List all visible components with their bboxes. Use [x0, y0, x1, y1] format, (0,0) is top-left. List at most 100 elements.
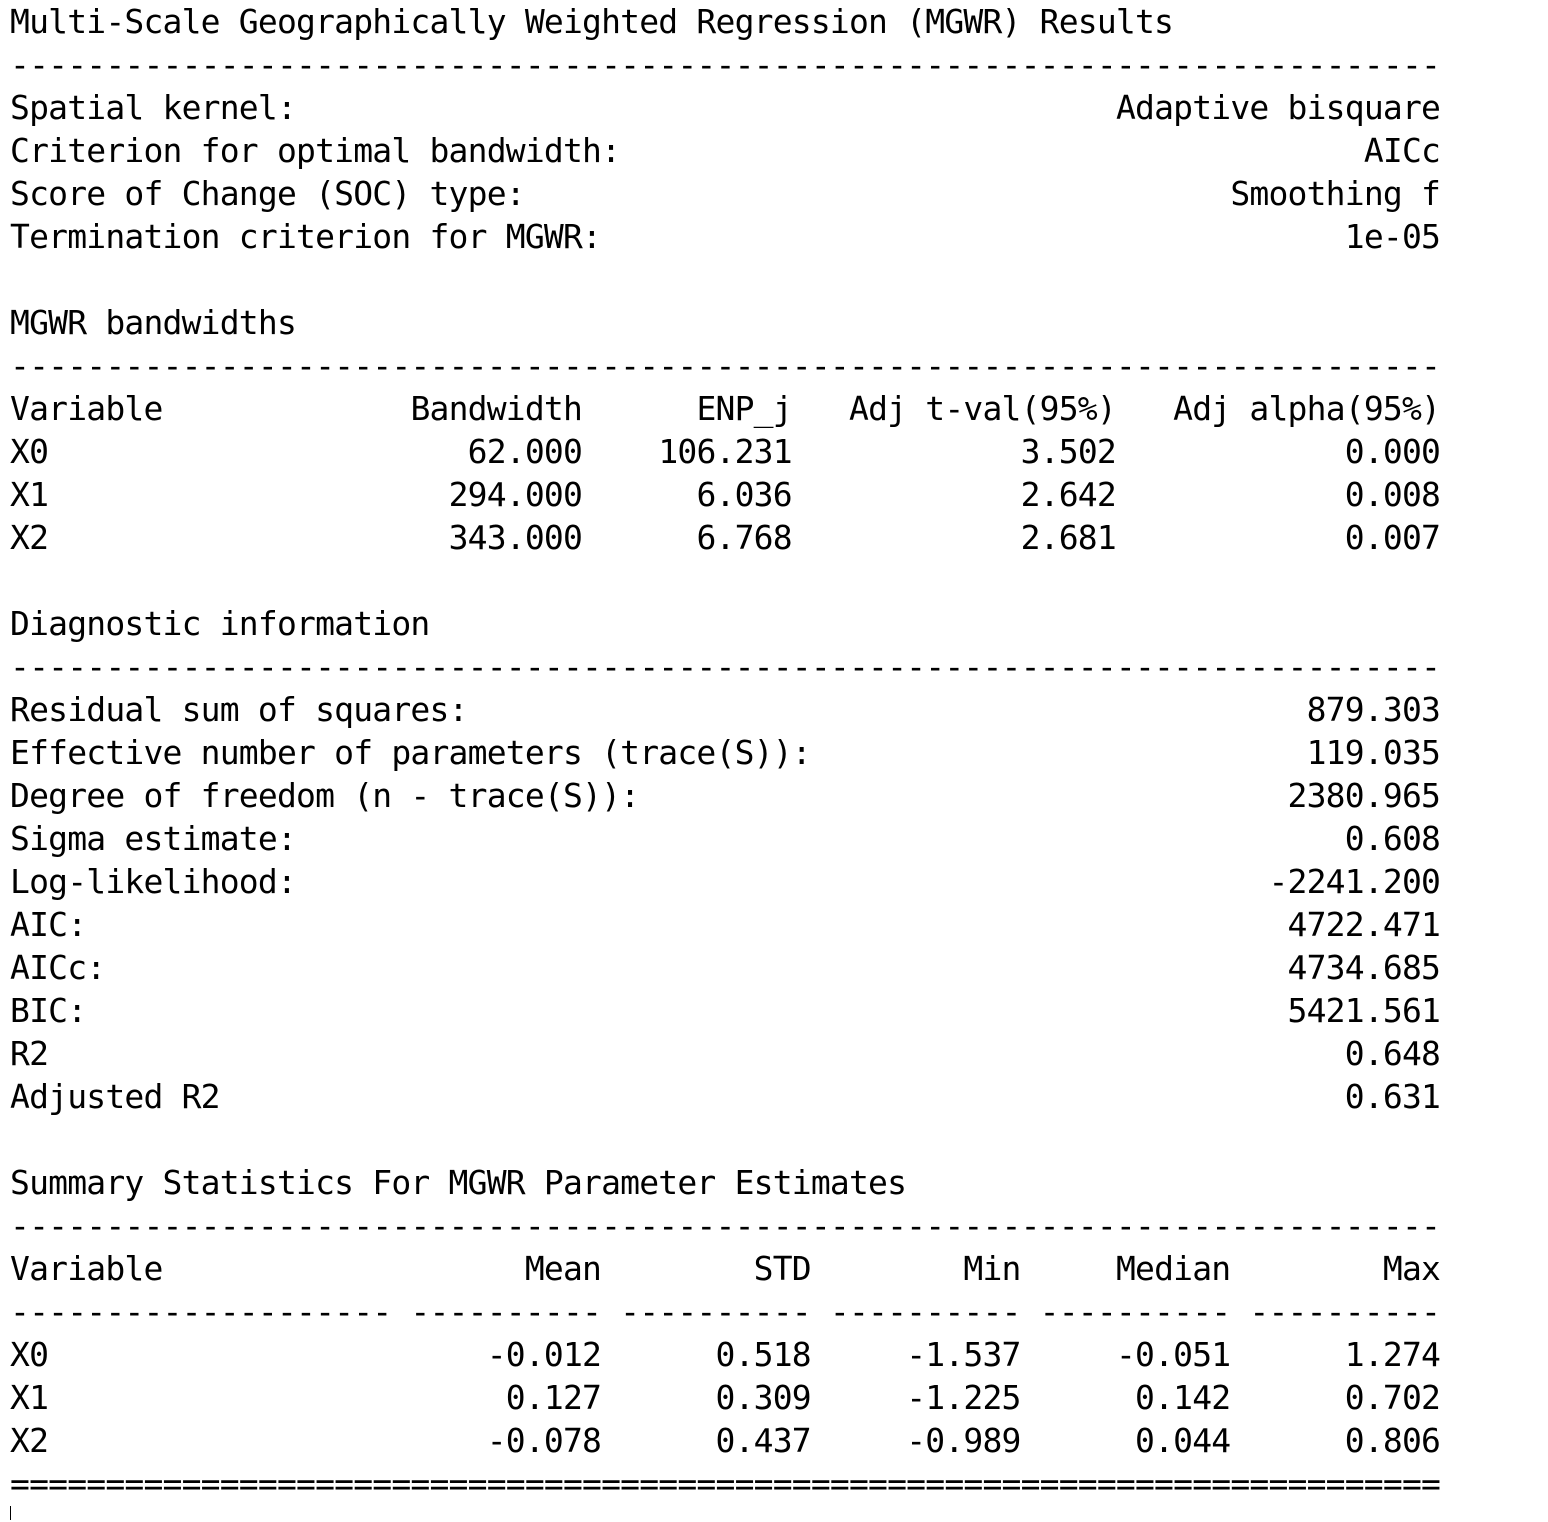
mgwr-results-output: Multi-Scale Geographically Weighted Regr… [10, 0, 1441, 1505]
setting-row: Termination criterion for MGWR: 1e-05 [10, 215, 1441, 258]
diagnostic-row-label: Degree of freedom (n - trace(S)): [10, 776, 640, 815]
setting-row-value: AICc [1363, 131, 1441, 170]
report-title: Multi-Scale Geographically Weighted Regr… [10, 0, 1440, 43]
table-cell-5: 1.274 [1344, 1335, 1441, 1374]
table-row: X2 -0.078 0.437 -0.989 0.044 0.806 [10, 1419, 1441, 1462]
table-cell-2: 106.231 [658, 432, 792, 471]
diagnostic-row: Sigma estimate: 0.608 [10, 817, 1441, 860]
diagnostic-row-value: 4734.685 [1287, 948, 1441, 987]
setting-row-label: Score of Change (SOC) type: [10, 174, 526, 213]
diagnostic-row-label: AIC: [10, 905, 87, 944]
blank-line [10, 1118, 1440, 1161]
diagnostic-row: Residual sum of squares: 879.303 [10, 688, 1441, 731]
table-cell-0: X1 [10, 475, 49, 514]
text-cursor [10, 1506, 11, 1520]
diagnostic-row-value: 879.303 [1306, 690, 1441, 729]
table-cell-4: -0.051 [1115, 1335, 1231, 1374]
column-header-2: STD [753, 1249, 812, 1288]
diagnostic-row-label: R2 [10, 1034, 49, 1073]
diagnostic-row: BIC: 5421.561 [10, 989, 1441, 1032]
table-cell-2: 0.309 [715, 1378, 812, 1417]
diagnostic-row-label: AICc: [10, 948, 106, 987]
table-row: X2 343.000 6.768 2.681 0.007 [10, 516, 1441, 559]
section-heading: Diagnostic information [10, 602, 1440, 645]
diagnostic-row-value: 2380.965 [1287, 776, 1441, 815]
table-cell-5: 0.702 [1344, 1378, 1441, 1417]
table-cell-0: X2 [10, 1421, 49, 1460]
table-cell-4: 0.008 [1344, 475, 1441, 514]
table-cell-0: X1 [10, 1378, 49, 1417]
diagnostic-row-value: 0.608 [1344, 819, 1441, 858]
summary-heading: Summary Statistics For MGWR Parameter Es… [10, 1163, 907, 1202]
table-cell-0: X0 [10, 432, 49, 471]
table-cell-0: X2 [10, 518, 49, 557]
diagnostic-row-value: -2241.200 [1268, 862, 1441, 901]
table-cell-4: 0.007 [1344, 518, 1441, 557]
table-row: X1 0.127 0.309 -1.225 0.142 0.702 [10, 1376, 1441, 1419]
section-heading: MGWR bandwidths [10, 301, 1440, 344]
table-row: X0 62.000 106.231 3.502 0.000 [10, 430, 1441, 473]
diagnostics-heading: Diagnostic information [10, 604, 430, 643]
diagnostic-row-label: Effective number of parameters (trace(S)… [10, 733, 812, 772]
table-cell-0: X0 [10, 1335, 49, 1374]
table-cell-2: 6.768 [696, 518, 792, 557]
bandwidths-heading: MGWR bandwidths [10, 303, 297, 342]
setting-row-value: Smoothing f [1230, 174, 1441, 213]
diagnostic-row-value: 0.631 [1344, 1077, 1441, 1116]
blank-line [10, 258, 1440, 301]
diagnostic-row-value: 0.648 [1344, 1034, 1441, 1073]
separator-rule: ----------------------------------------… [10, 45, 1441, 84]
diagnostic-row-label: Adjusted R2 [10, 1077, 221, 1116]
setting-row: Score of Change (SOC) type: Smoothing f [10, 172, 1441, 215]
setting-row-label: Termination criterion for MGWR: [10, 217, 602, 256]
column-header-5: Max [1382, 1249, 1441, 1288]
diagnostic-row-value: 119.035 [1306, 733, 1441, 772]
setting-row-label: Criterion for optimal bandwidth: [10, 131, 621, 170]
table-cell-1: 343.000 [448, 518, 583, 557]
table-cell-1: 294.000 [448, 475, 583, 514]
diagnostic-row: AICc: 4734.685 [10, 946, 1441, 989]
table-cell-1: 0.127 [505, 1378, 602, 1417]
diagnostic-row: Adjusted R2 0.631 [10, 1075, 1441, 1118]
diagnostic-row: Degree of freedom (n - trace(S)): 2380.9… [10, 774, 1441, 817]
diagnostic-row-label: BIC: [10, 991, 87, 1030]
bandwidths-header: Variable Bandwidth ENP_j Adj t-val(95%) … [10, 387, 1441, 430]
table-cell-2: 6.036 [696, 475, 792, 514]
setting-row: Spatial kernel: Adaptive bisquare [10, 86, 1441, 129]
diagnostic-row-value: 5421.561 [1287, 991, 1441, 1030]
table-cell-3: 2.681 [1020, 518, 1117, 557]
setting-row: Criterion for optimal bandwidth: AICc [10, 129, 1441, 172]
column-header-4: Median [1115, 1249, 1231, 1288]
table-cell-3: 3.502 [1020, 432, 1117, 471]
setting-row-label: Spatial kernel: [10, 88, 297, 127]
diagnostic-row: AIC: 4722.471 [10, 903, 1441, 946]
table-cell-1: -0.012 [486, 1335, 602, 1374]
diagnostic-row: Log-likelihood: -2241.200 [10, 860, 1441, 903]
diagnostic-row-label: Log-likelihood: [10, 862, 297, 901]
diagnostic-row-value: 4722.471 [1287, 905, 1441, 944]
summary-header: Variable Mean STD Min Median Max [10, 1247, 1441, 1290]
report-title-text: Multi-Scale Geographically Weighted Regr… [10, 2, 1174, 41]
table-cell-3: -1.225 [906, 1378, 1021, 1417]
column-header-0: Variable [10, 389, 163, 428]
double-rule: ========================================… [10, 1464, 1441, 1503]
diagnostic-row-label: Sigma estimate: [10, 819, 297, 858]
table-cell-2: 0.437 [715, 1421, 812, 1460]
table-row: X0 -0.012 0.518 -1.537 -0.051 1.274 [10, 1333, 1441, 1376]
setting-row-value: 1e-05 [1344, 217, 1441, 256]
separator-rule: ----------------------------------------… [10, 1206, 1441, 1245]
column-header-3: Min [963, 1249, 1021, 1288]
column-underline: -------------------- ---------- --------… [10, 1292, 1441, 1331]
table-cell-4: 0.044 [1135, 1421, 1231, 1460]
setting-row-value: Adaptive bisquare [1115, 88, 1441, 127]
table-cell-5: 0.806 [1344, 1421, 1441, 1460]
table-cell-1: -0.078 [486, 1421, 602, 1460]
table-cell-4: 0.000 [1344, 432, 1441, 471]
column-header-1: Mean [524, 1249, 602, 1288]
column-header-3: Adj t-val(95%) [849, 389, 1117, 428]
table-cell-3: -1.537 [906, 1335, 1021, 1374]
column-header-4: Adj alpha(95%) [1173, 389, 1441, 428]
section-heading: Summary Statistics For MGWR Parameter Es… [10, 1161, 1440, 1204]
table-cell-1: 62.000 [467, 432, 583, 471]
column-header-2: ENP_j [696, 389, 792, 428]
